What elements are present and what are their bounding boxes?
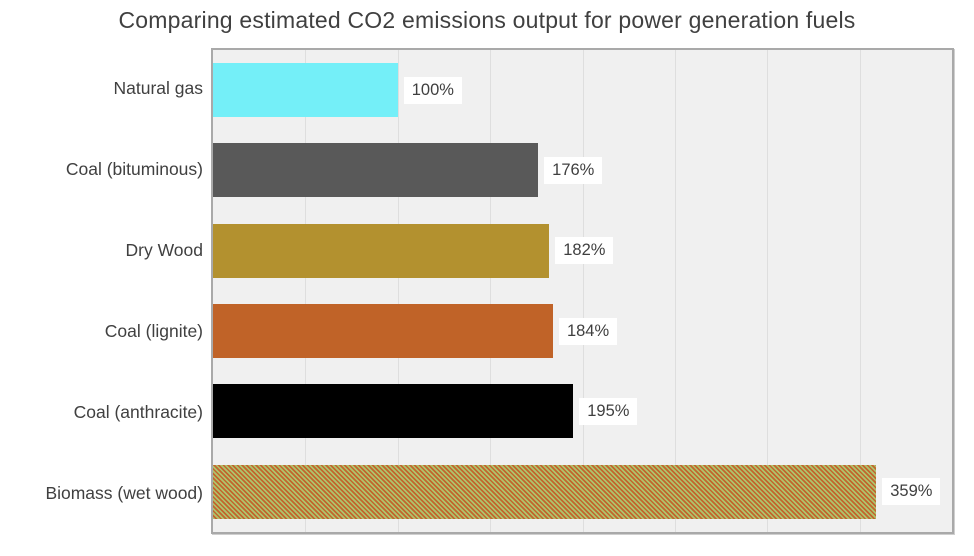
category-label: Natural gas <box>113 78 204 98</box>
bar-value-label: 100% <box>403 76 462 104</box>
chart-row: 184% <box>213 291 952 371</box>
gridline <box>305 50 307 532</box>
bar-value-label: 182% <box>555 237 614 265</box>
gridline <box>490 50 492 532</box>
chart-title: Comparing estimated CO2 emissions output… <box>118 7 856 33</box>
category-label: Biomass (wet wood) <box>45 483 203 503</box>
gridline <box>674 50 676 532</box>
category-axis: Natural gas Coal (bituminous) Dry Wood Coal… <box>0 48 203 534</box>
bar-value-label: 359% <box>882 478 941 506</box>
bar-coal-anthracite <box>213 384 574 439</box>
chart-row: 100% <box>213 50 952 130</box>
chart-row: 182% <box>213 211 952 291</box>
gridline <box>582 50 584 532</box>
chart-row: 359% <box>213 452 952 532</box>
category-label: Coal (bituminous) <box>65 159 203 179</box>
bar-value-label: 195% <box>579 397 638 425</box>
bars-layer: 100% 176% 182% 184% 195% 359% <box>213 50 952 532</box>
chart-row: 176% <box>213 130 952 210</box>
category-label: Coal (anthracite) <box>73 402 203 422</box>
category-label: Coal (lignite) <box>104 321 203 341</box>
bar-coal-lignite <box>213 304 553 359</box>
category-label: Dry Wood <box>125 240 203 260</box>
gridline <box>397 50 399 532</box>
gridline <box>767 50 769 532</box>
bar-biomass-wet-wood <box>213 464 877 519</box>
bar-natural-gas <box>213 63 398 118</box>
bar-value-label: 176% <box>544 156 603 184</box>
bar-dry-wood <box>213 223 550 278</box>
plot-area: 100% 176% 182% 184% 195% 359% <box>211 48 954 534</box>
gridline <box>859 50 861 532</box>
bar-coal-bituminous <box>213 143 539 198</box>
bar-value-label: 184% <box>558 317 618 345</box>
chart-row: 195% <box>213 371 952 451</box>
